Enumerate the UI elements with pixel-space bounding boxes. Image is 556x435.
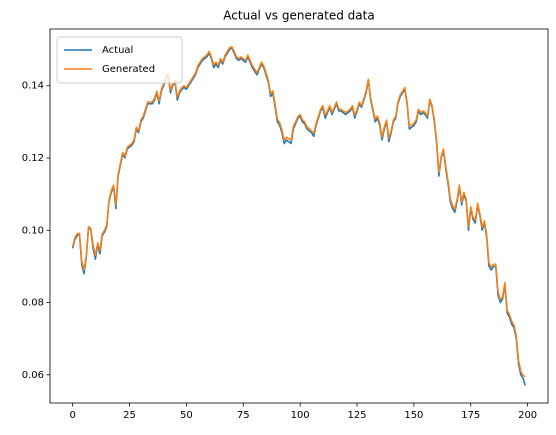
x-tick-label: 75 <box>237 410 250 421</box>
y-tick-label: 0.08 <box>22 298 44 309</box>
legend-label: Actual <box>102 45 133 56</box>
legend-label: Generated <box>102 64 155 75</box>
x-tick-label: 100 <box>291 410 310 421</box>
axes-frame <box>49 28 549 404</box>
legend-box <box>56 36 183 84</box>
y-tick-label: 0.14 <box>22 81 44 92</box>
y-tick-label: 0.06 <box>22 370 44 381</box>
x-tick-label: 175 <box>461 410 480 421</box>
chart-title: Actual vs generated data <box>223 9 374 23</box>
x-tick-label: 25 <box>123 410 136 421</box>
y-tick-label: 0.10 <box>22 225 44 236</box>
x-tick-label: 200 <box>518 410 537 421</box>
x-tick-label: 0 <box>69 410 75 421</box>
x-tick-label: 125 <box>347 410 366 421</box>
line <box>71 45 526 378</box>
x-tick-label: 50 <box>180 410 193 421</box>
x-tick-label: 150 <box>404 410 423 421</box>
y-tick-label: 0.12 <box>22 153 44 164</box>
